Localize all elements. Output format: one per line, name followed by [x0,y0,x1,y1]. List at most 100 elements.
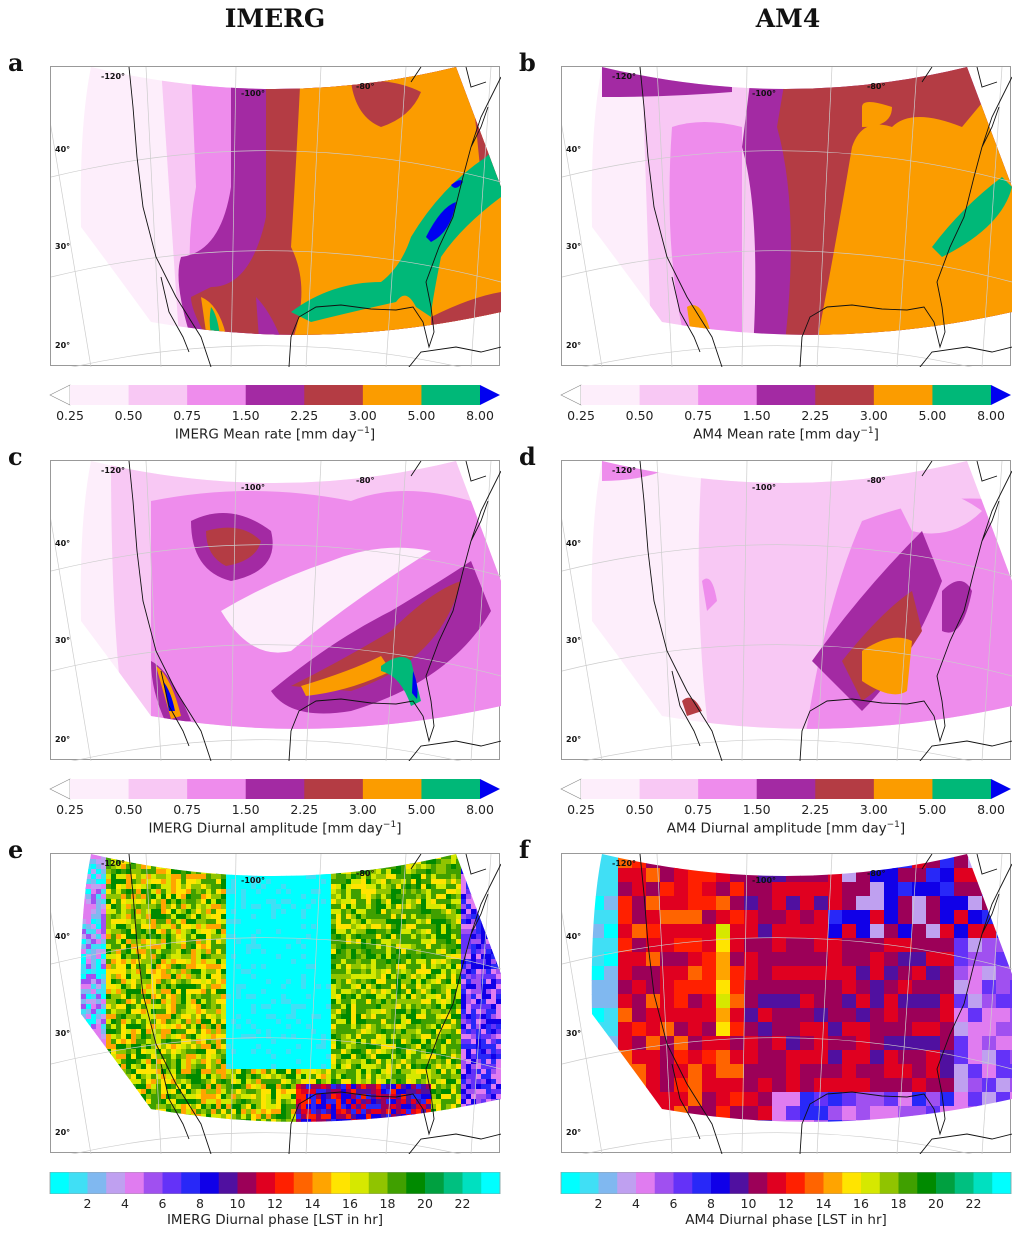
colorbar-tick: 8 [707,1196,715,1211]
colorbar-tick: 20 [417,1196,433,1211]
colorbar-swatch [162,1172,182,1194]
colorbar-tick: 2 [594,1196,603,1211]
lon-label: -80° [356,869,374,878]
panel-letter: c [8,442,23,471]
colorbar-tick: 0.50 [114,802,143,817]
panel-letter: e [8,835,24,864]
colorbar-title-text: IMERG Diurnal amplitude [mm day [148,820,383,837]
colorbar-swatch [581,779,640,799]
colorbar-swatch [932,779,992,799]
lon-label: -100° [241,89,265,98]
colorbar-swatch [861,1172,881,1194]
colorbar-tick: 3.00 [348,802,377,817]
colorbar-swatch [218,1172,238,1194]
colorbar-tick: 0.50 [114,408,143,423]
lat-label: 30° [55,1029,70,1038]
lat-label: 20° [566,341,581,350]
colorbar-title: IMERG Diurnal amplitude [mm day−1] [48,820,502,837]
colorbar-swatch [462,1172,482,1194]
colorbar-tick: 6 [158,1196,167,1211]
lon-label: -80° [867,476,885,485]
colorbar-title: IMERG Diurnal phase [LST in hr] [48,1212,502,1228]
colorbar-swatch [421,385,481,405]
map-panel-a: -120° -100° -80° 40° 30° 20° [50,66,501,367]
colorbar-swatch [636,1172,656,1194]
colorbar-swatch [617,1172,637,1194]
colorbar-tick: 8.00 [977,802,1005,817]
colorbar-swatch [481,1172,501,1194]
unit-exponent: −1 [886,820,900,830]
colorbar-title-text: IMERG Diurnal phase [LST in hr] [166,1212,384,1228]
colorbar-swatch [443,1172,463,1194]
colorbar-swatch [70,779,129,799]
colorbar-tick: 22 [454,1196,471,1211]
colorbar-title: AM4 Mean rate [mm day−1] [559,426,1013,443]
colorbar-tick: 0.75 [173,802,202,817]
colorbar-swatch [654,1172,674,1194]
under-arrow [49,384,71,406]
map-f: -120° -100° -80° 40° 30° 20° [562,854,1012,1154]
lat-label: 40° [566,145,581,154]
colorbar-tick: 6 [669,1196,678,1211]
panel-letter: b [519,48,536,77]
map-a: -120° -100° -80° 40° 30° 20° [51,67,501,367]
over-arrow [991,779,1011,799]
colorbar-swatch [362,779,422,799]
colorbar-swatch [245,385,305,405]
lon-label: -120° [612,859,636,868]
lat-label: 20° [55,735,70,744]
colorbar-swatch [245,779,305,799]
colorbar-title: AM4 Diurnal phase [LST in hr] [559,1212,1013,1228]
unit-end: ] [873,426,879,443]
colorbar-tick: 1.50 [231,802,260,817]
colorbar-tick: 22 [965,1196,982,1211]
colorbar-swatch [673,1172,693,1194]
colorbar-swatch [698,779,758,799]
colorbar-tick: 10 [229,1196,246,1211]
over-arrow [480,779,500,799]
precip-field [80,854,501,1122]
colorbar-swatch [50,1172,70,1194]
lon-label: -100° [752,89,776,98]
colorbar-swatch [421,779,481,799]
panel-letter: f [519,835,530,864]
colorbar-tick: 3.00 [859,802,888,817]
colorbar-tick: 5.00 [407,408,436,423]
over-arrow [480,385,500,405]
over-arrow [991,385,1011,405]
colorbar-tick: 1.50 [742,408,771,423]
colorbar-swatch [275,1172,295,1194]
colorbar-swatch [68,1172,88,1194]
precip-field [80,67,501,335]
lat-label: 30° [566,1029,581,1038]
map-panel-f: -120° -100° -80° 40° 30° 20° [561,853,1012,1154]
colorbar-tick: 8.00 [466,802,494,817]
colorbar-swatch [898,1172,918,1194]
lon-label: -120° [101,72,125,81]
colorbar [49,778,500,800]
colorbar-swatch [106,1172,126,1194]
column-title-imerg: IMERG [224,4,326,33]
colorbar-tick: 8.00 [977,408,1005,423]
map-panel-d: -120° -100° -80° 40° 30° 20° [561,460,1012,761]
unit-exponent: −1 [382,820,397,830]
colorbar-tick: 0.25 [567,408,595,423]
colorbar-swatch [312,1172,332,1194]
colorbar-tick: 10 [740,1196,757,1211]
unit-exponent: −1 [860,426,874,436]
colorbar-tick: 2.25 [801,408,830,423]
unit-end: ] [369,426,376,443]
colorbar-swatch [331,1172,351,1194]
lat-label: 40° [566,539,581,548]
colorbar-swatch [598,1172,618,1194]
map-panel-c: -120° -100° -80° 40° 30° 20° [50,460,501,761]
colorbar-title: AM4 Diurnal amplitude [mm day−1] [559,820,1013,837]
colorbar-swatch [368,1172,388,1194]
lat-label: 20° [566,735,581,744]
colorbar-swatch [842,1172,862,1194]
colorbar [49,384,500,406]
colorbar-swatch [181,1172,201,1194]
colorbar-tick: 3.00 [348,408,377,423]
column-title-am4: AM4 [755,4,821,33]
colorbar-swatch [873,779,933,799]
